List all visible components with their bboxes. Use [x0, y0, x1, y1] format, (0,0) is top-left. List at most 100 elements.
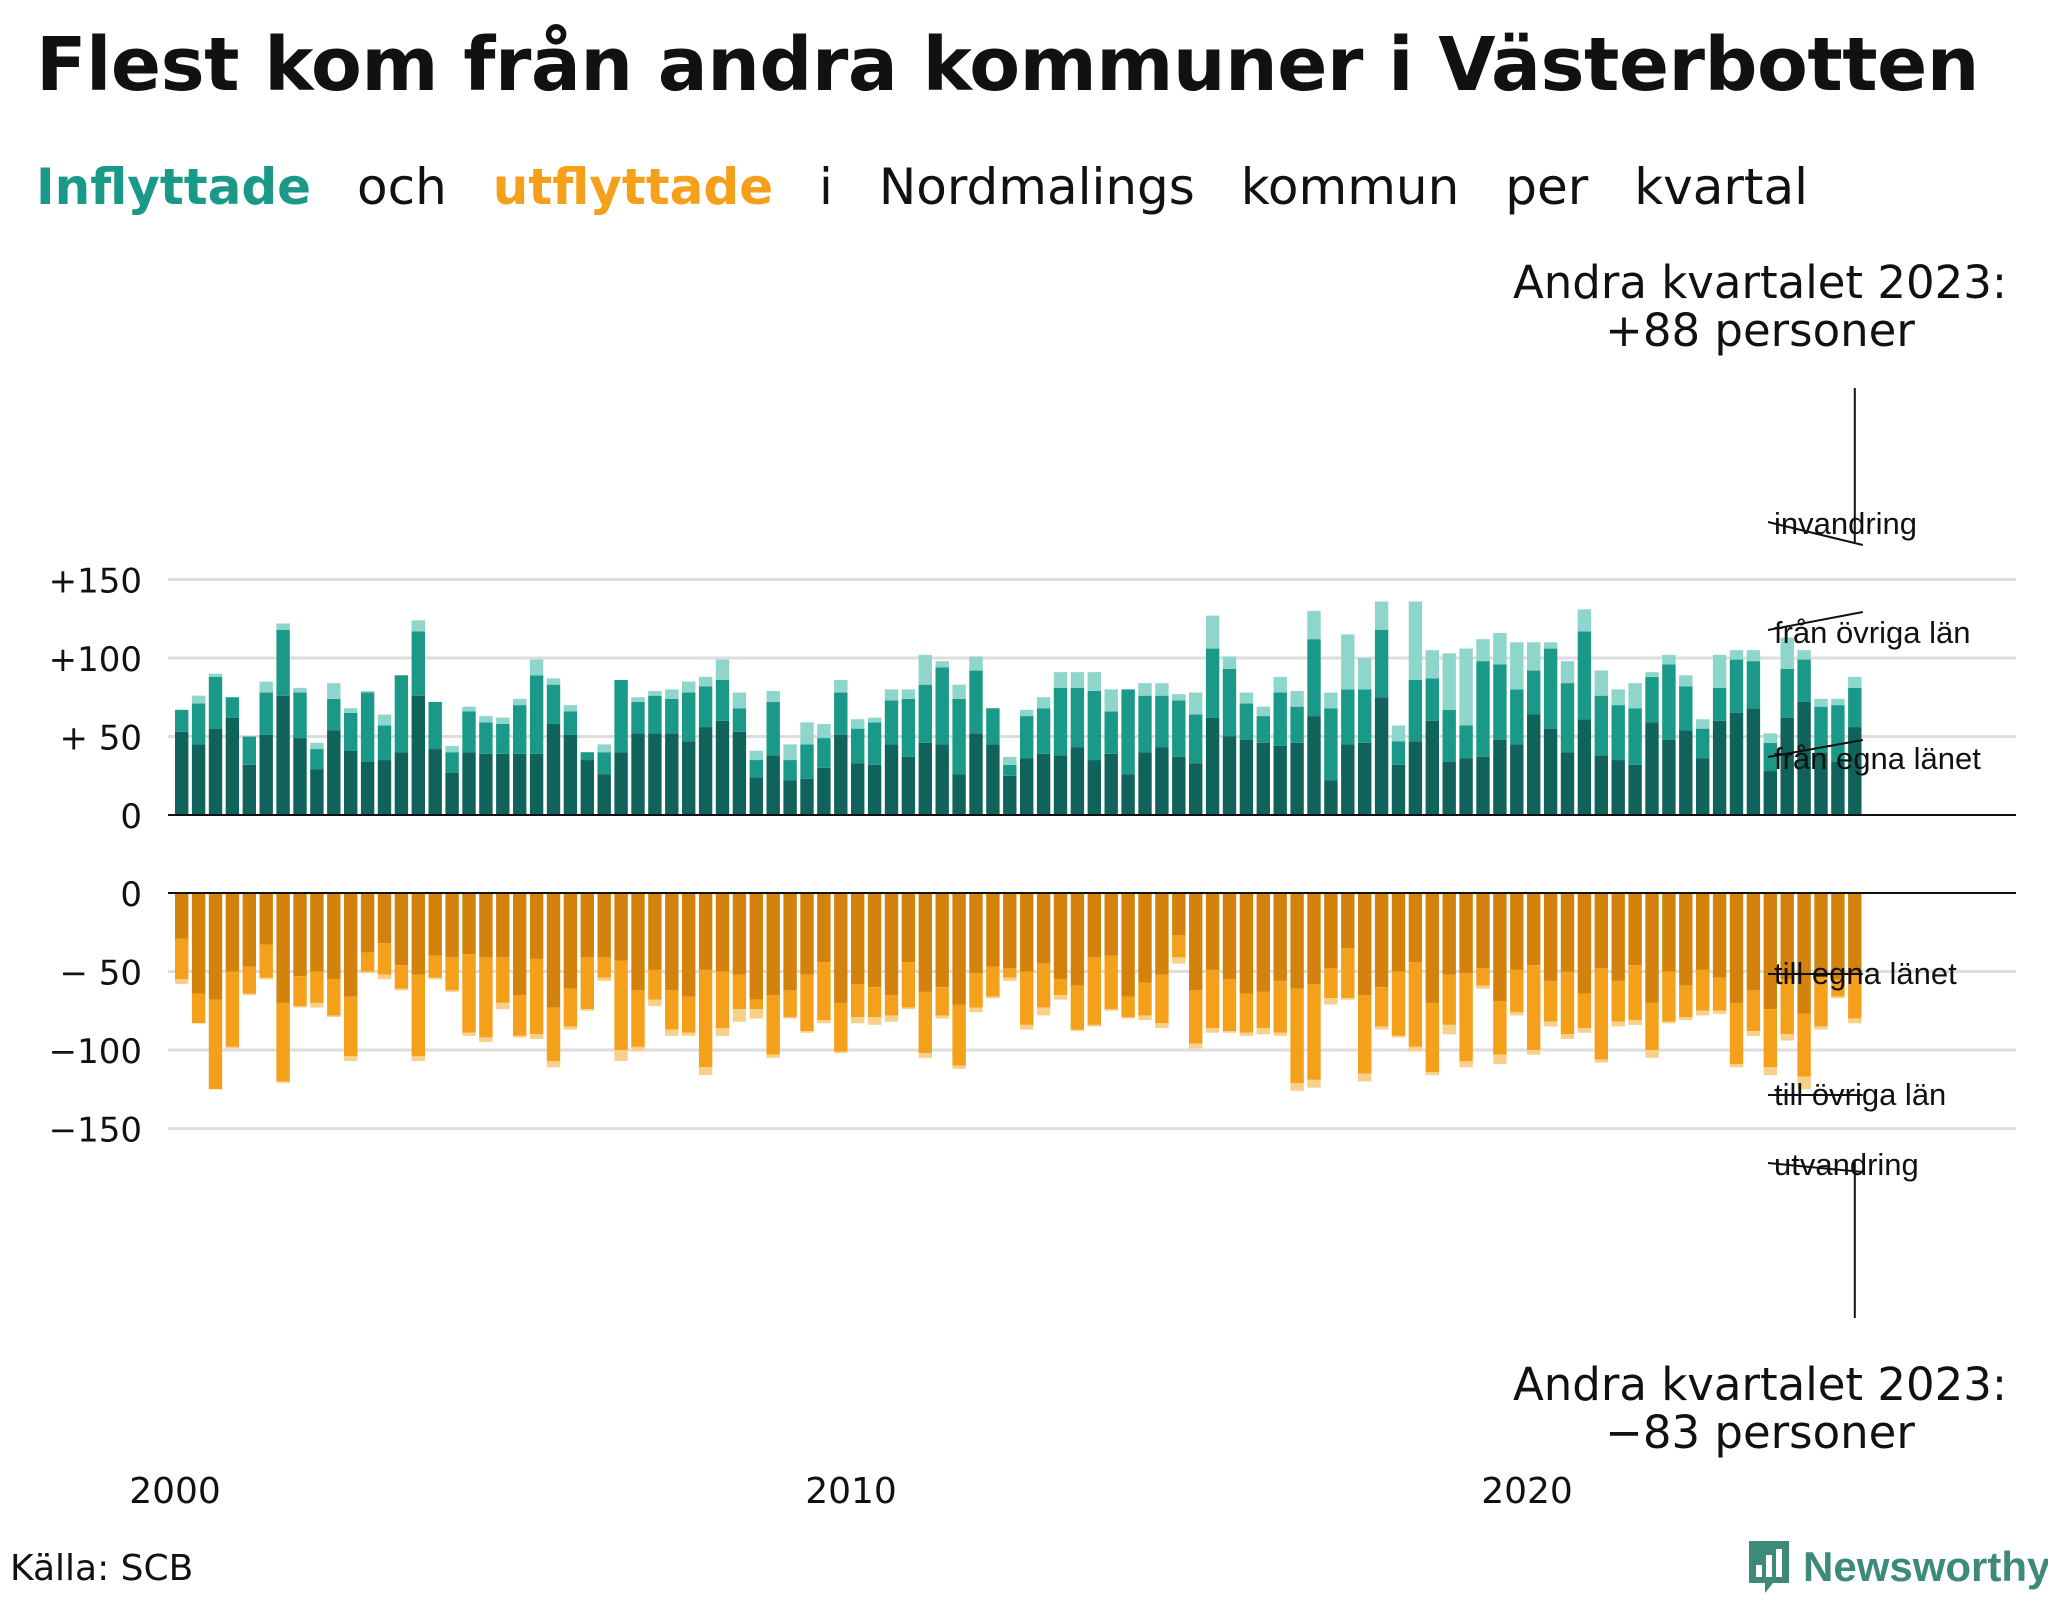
bar-immigration	[1189, 692, 1203, 715]
bar-immigration	[1560, 661, 1575, 684]
bar-immigration	[1003, 756, 1017, 765]
bar-to-own-county	[952, 893, 966, 1005]
bar-from-other-counties	[1155, 695, 1169, 748]
bar-from-other-counties	[327, 698, 341, 731]
bar-from-other-counties	[344, 712, 358, 751]
bar-to-other-counties	[1155, 974, 1169, 1024]
bar-from-other-counties	[1831, 705, 1845, 762]
bar-emigration	[1273, 1032, 1287, 1036]
bar-immigration	[411, 620, 425, 632]
bar-to-own-county	[1577, 893, 1592, 994]
bar-from-other-counties	[1053, 687, 1068, 756]
bar-from-other-counties	[901, 698, 916, 757]
bar-from-other-counties	[783, 760, 797, 781]
bar-from-own-county	[1256, 742, 1270, 815]
bar-emigration	[867, 1017, 882, 1025]
bar-from-own-county	[1476, 756, 1490, 815]
bar-from-other-counties	[242, 736, 256, 765]
bar-emigration	[1696, 1010, 1710, 1016]
bar-emigration	[1543, 1021, 1558, 1027]
bar-immigration	[1780, 637, 1794, 669]
bar-emigration	[834, 1051, 848, 1054]
bar-from-own-county	[1696, 758, 1710, 815]
bar-from-other-counties	[1307, 639, 1321, 717]
subtitle-word: Nordmalings	[878, 158, 1195, 216]
bar-immigration	[1712, 654, 1727, 688]
bar-from-own-county	[529, 753, 544, 815]
bar-to-own-county	[462, 893, 476, 955]
bar-from-other-counties	[1527, 670, 1541, 715]
chart-title: Flest kom från andra kommuner i Västerbo…	[36, 22, 1979, 108]
bar-from-own-county	[1155, 747, 1169, 815]
bar-emigration	[918, 1053, 932, 1058]
bar-to-own-county	[1729, 893, 1744, 1003]
bar-emigration	[1239, 1032, 1254, 1036]
bar-to-other-counties	[1121, 996, 1135, 1018]
bar-to-own-county	[1104, 893, 1118, 956]
bar-from-own-county	[327, 730, 341, 815]
bar-to-own-county	[1814, 893, 1828, 978]
bar-to-own-county	[783, 893, 797, 991]
bar-immigration	[1746, 650, 1761, 662]
bar-from-other-counties	[986, 708, 1000, 745]
bar-from-own-county	[411, 695, 425, 815]
bar-to-other-counties	[952, 1004, 966, 1066]
bar-from-own-county	[631, 733, 645, 815]
bar-emigration	[546, 1060, 561, 1068]
bar-to-other-counties	[1848, 973, 1862, 1019]
bar-emigration	[276, 1081, 290, 1083]
bar-from-own-county	[1628, 764, 1642, 815]
bar-immigration	[1493, 632, 1507, 665]
bar-to-other-counties	[1831, 979, 1845, 997]
bar-from-other-counties	[834, 692, 848, 735]
bar-emigration	[1003, 977, 1017, 981]
bar-emigration	[310, 1002, 324, 1008]
bar-from-own-county	[749, 777, 763, 815]
bar-emigration	[648, 999, 662, 1007]
bar-to-own-county	[242, 893, 256, 967]
bar-to-own-county	[1560, 893, 1575, 972]
bar-emigration	[1746, 1031, 1761, 1036]
bar-to-other-counties	[327, 979, 341, 1016]
bar-to-own-county	[817, 893, 831, 963]
bar-to-other-counties	[1425, 1002, 1439, 1072]
bar-to-own-county	[1205, 893, 1220, 970]
bar-from-other-counties	[225, 697, 240, 718]
bar-to-own-county	[834, 893, 848, 1003]
bar-to-own-county	[293, 893, 307, 977]
bar-to-other-counties	[614, 960, 628, 1050]
bar-to-own-county	[1290, 893, 1304, 989]
bar-to-own-county	[208, 893, 223, 1000]
bar-to-own-county	[1070, 893, 1085, 986]
bar-emigration	[1358, 1073, 1372, 1082]
bar-to-own-county	[1020, 893, 1034, 972]
bar-from-own-county	[1577, 719, 1592, 815]
bar-from-other-counties	[867, 722, 882, 765]
bar-from-own-county	[901, 756, 916, 815]
bar-from-other-counties	[1239, 703, 1254, 740]
bar-from-own-county	[1358, 742, 1372, 815]
bar-immigration	[513, 698, 527, 706]
bar-immigration	[1662, 654, 1676, 665]
bar-emigration	[732, 1009, 747, 1022]
bar-immigration	[1611, 689, 1625, 706]
bar-immigration	[698, 676, 713, 687]
bar-to-other-counties	[1341, 947, 1355, 999]
bar-emigration	[1070, 1029, 1085, 1032]
y-tick-label: + 50	[59, 719, 142, 759]
bar-from-other-counties	[1729, 659, 1744, 713]
bar-from-other-counties	[884, 700, 899, 745]
bar-from-own-county	[986, 744, 1000, 815]
bar-from-own-county	[884, 744, 899, 815]
bar-to-own-county	[191, 893, 206, 994]
bar-from-own-county	[952, 774, 966, 815]
bar-to-other-counties	[1408, 962, 1423, 1047]
bar-emigration	[1763, 1067, 1777, 1076]
bar-from-own-county	[1172, 756, 1186, 815]
bar-to-other-counties	[1679, 985, 1693, 1018]
bar-from-other-counties	[749, 760, 763, 778]
bar-to-other-counties	[479, 957, 493, 1038]
bar-from-other-counties	[1628, 708, 1642, 765]
bar-immigration	[918, 654, 932, 685]
